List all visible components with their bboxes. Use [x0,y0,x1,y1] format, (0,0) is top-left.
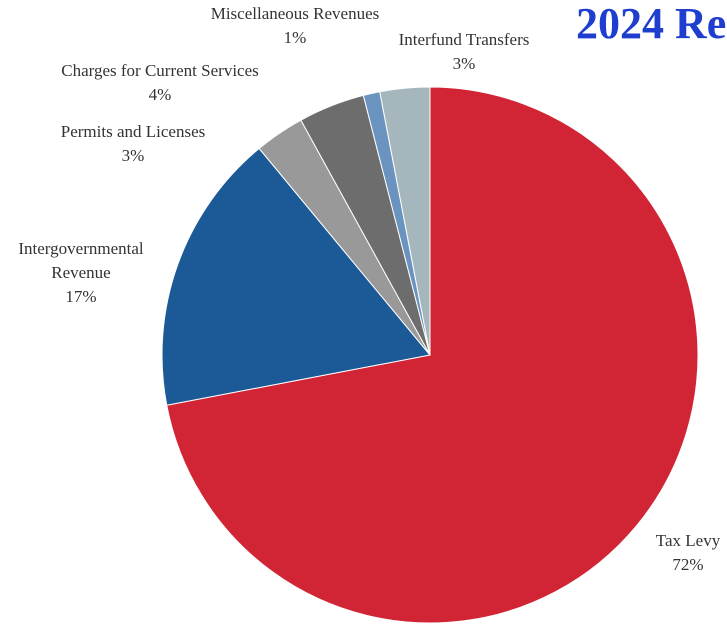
slice-label-tax-levy: Tax Levy 72% [656,531,721,574]
slice-label-permits-and-licenses: Permits and Licenses 3% [61,122,205,165]
pie-slice-interfund-transfers [379,86,431,356]
pie-slices [161,86,699,624]
slice-percent-label: 3% [122,146,145,165]
slice-percent-label: 1% [284,28,307,47]
pie-slice-intergovernmental-revenue [161,147,431,406]
pie-labels: Tax Levy 72% Intergovernmental Revenue 17% Pe… [18,4,720,574]
pie-slice-tax-levy [166,86,699,624]
chart-title: 2024 Re [576,0,727,48]
slice-percent-label: 4% [149,85,172,104]
slice-label-miscellaneous-revenues: Miscellaneous Revenues 1% [211,4,380,47]
slice-label-intergovernmental-revenue: Intergovernmental Revenue 17% [18,239,144,306]
slice-label-charges-for-current-services: Charges for Current Services 4% [61,61,259,104]
slice-name-line: Miscellaneous Revenues [211,4,380,23]
slice-label-interfund-transfers: Interfund Transfers 3% [399,30,530,73]
slice-name-line: Charges for Current Services [61,61,259,80]
slice-percent-label: 17% [65,287,96,306]
slice-name-line: Revenue [51,263,110,282]
slice-name-line: Interfund Transfers [399,30,530,49]
slice-percent-label: 72% [672,555,703,574]
slice-percent-label: 3% [453,54,476,73]
slice-name-line: Intergovernmental [18,239,144,258]
slice-name-line: Tax Levy [656,531,721,550]
slice-name-line: Permits and Licenses [61,122,205,141]
